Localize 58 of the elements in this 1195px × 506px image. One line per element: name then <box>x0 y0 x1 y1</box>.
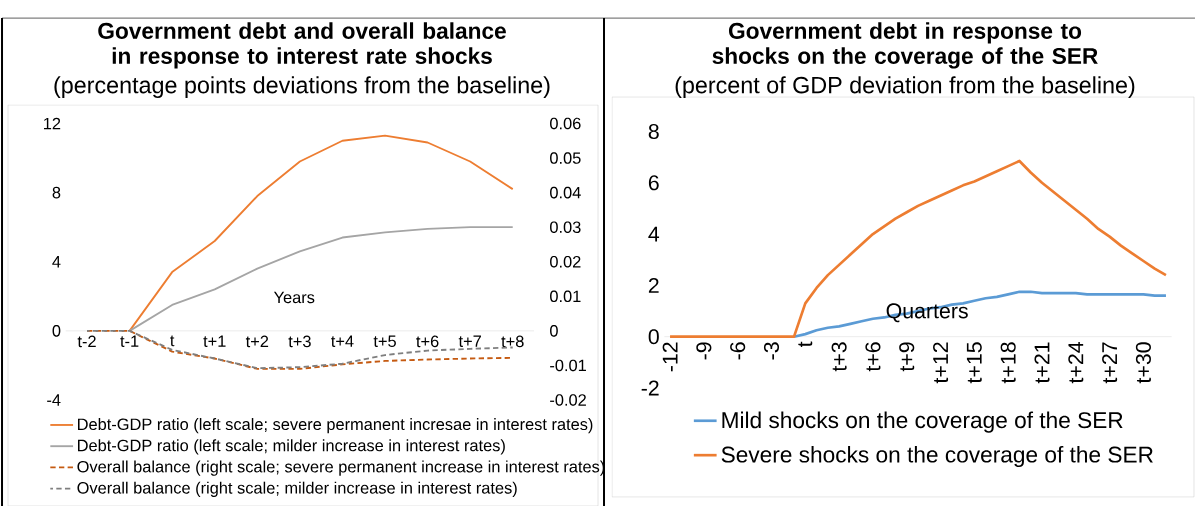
x-tick-label: t+15 <box>966 342 982 384</box>
x-tick-label: -3 <box>763 342 780 360</box>
y-tick-label: 4 <box>52 256 61 268</box>
y2-tick-label: 0.01 <box>550 290 581 303</box>
x-tick-label: t+24 <box>1068 342 1084 384</box>
y-tick-label: 12 <box>44 117 61 130</box>
y-tick-label: 4 <box>648 226 660 242</box>
x-tick-label: t+9 <box>899 342 915 372</box>
line-series <box>128 134 514 332</box>
chart-title: Government debt in response to shocks on the coverage of the SER <box>712 22 1098 69</box>
legend-label: Debt-GDP ratio (left scale; milder increase in interest rates) <box>78 439 505 455</box>
x-tick-label: t+7 <box>458 335 481 347</box>
x-tick-label: t+27 <box>1102 342 1118 384</box>
y-tick-label: 8 <box>648 123 659 140</box>
x-tick-label: -6 <box>730 342 746 360</box>
y-tick-label: -2 <box>641 380 659 396</box>
x-tick-label: -12 <box>662 342 678 372</box>
x-tick-label: t+21 <box>1034 342 1050 384</box>
y2-tick-label: 0 <box>550 325 558 337</box>
x-tick-label: t+2 <box>245 335 269 348</box>
y2-tick-label: 0.05 <box>550 152 581 164</box>
y-tick-label: 0 <box>648 329 659 345</box>
y2-tick-label: 0.06 <box>550 117 581 130</box>
x-tick-label: t+8 <box>501 335 524 348</box>
legend-label: Severe shocks on the coverage of the SER <box>721 445 1153 468</box>
y2-tick-label: -0.01 <box>550 359 586 372</box>
chart-title: Government debt and overall balance in response to interest rate shocks <box>98 22 506 69</box>
y-tick-label: 0 <box>52 325 61 337</box>
y-tick-label: 2 <box>648 277 659 293</box>
legend-label: Overall balance (right scale; milder increase in interest rates) <box>77 481 517 497</box>
y2-tick-label: 0.02 <box>550 255 581 268</box>
x-tick-label: t+1 <box>203 335 226 347</box>
x-tick-label: t-2 <box>77 335 96 348</box>
x-axis-title: Years <box>273 291 315 304</box>
x-tick-label: t+6 <box>865 342 881 372</box>
y2-tick-label: 0.04 <box>550 186 581 199</box>
x-tick-label: t+30 <box>1135 342 1151 384</box>
x-tick-label: -9 <box>696 342 712 360</box>
y-tick-label: 8 <box>52 186 61 199</box>
x-tick-label: t <box>798 341 813 348</box>
x-tick-label: t-1 <box>120 335 139 347</box>
x-tick-label: t <box>170 335 175 347</box>
legend-label: Mild shocks on the coverage of the SER <box>722 411 1123 433</box>
x-tick-label: t+3 <box>831 342 847 372</box>
y-tick-label: -4 <box>47 394 61 406</box>
y2-tick-label: -0.02 <box>550 394 586 406</box>
legend-label: Debt-GDP ratio (left scale; severe permanent incresae in interest rates) <box>78 418 593 434</box>
x-tick-label: t+12 <box>933 342 949 384</box>
x-tick-label: t+3 <box>288 335 311 348</box>
line-series <box>128 226 514 332</box>
x-tick-label: t+18 <box>1000 342 1016 384</box>
x-tick-label: t+5 <box>373 335 396 348</box>
x-tick-label: t+4 <box>331 335 354 347</box>
chart-subtitle: (percentage points deviations from the baseline) <box>54 76 550 99</box>
y2-tick-label: 0.03 <box>550 221 581 233</box>
x-tick-label: t+6 <box>416 335 439 348</box>
chart-subtitle: (percent of GDP deviation from the baseline) <box>675 76 1135 99</box>
y-tick-label: 6 <box>648 175 659 191</box>
